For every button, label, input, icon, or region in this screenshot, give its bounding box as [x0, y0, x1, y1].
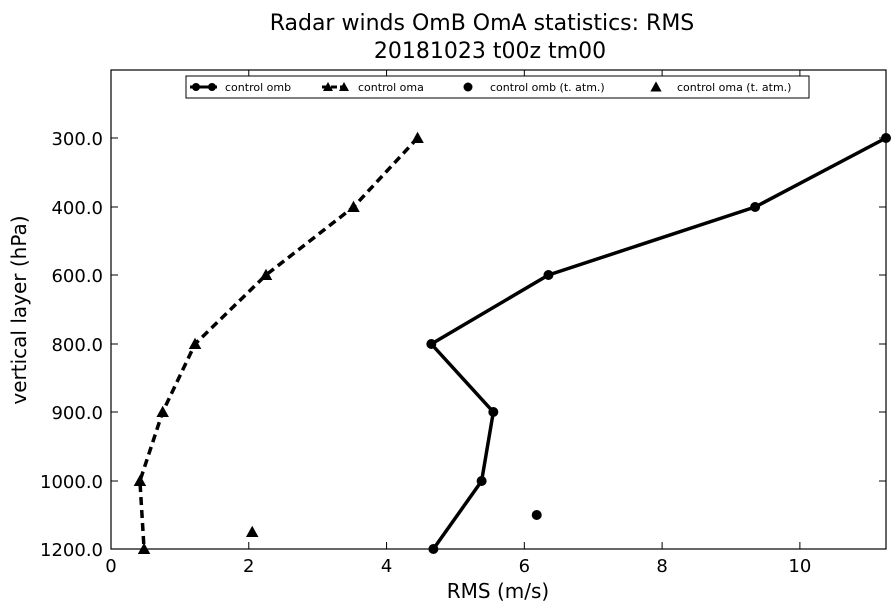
plot-area: 0 2 4 6 8 10 300.0 400.0 600.0 800.0 900.0 1000.0 1… — [40, 69, 891, 577]
y-tick-label: 600.0 — [51, 266, 103, 287]
legend-marker — [192, 83, 200, 91]
data-point-circle — [531, 510, 542, 520]
legend-marker — [650, 81, 662, 92]
x-axis: 0 2 4 6 8 10 — [105, 70, 811, 577]
y-tick-label: 400.0 — [51, 198, 103, 219]
legend-label: control omb (t. atm.) — [490, 81, 605, 94]
data-point-triangle — [411, 131, 424, 143]
data-point-triangle — [347, 200, 360, 212]
y-tick-label: 900.0 — [51, 403, 103, 424]
legend-marker — [463, 82, 473, 92]
plot-frame — [110, 69, 887, 550]
legend-label: control oma — [358, 81, 424, 94]
legend-label: control omb — [225, 81, 291, 94]
series-line — [138, 136, 419, 550]
legend-label: control oma (t. atm.) — [677, 81, 791, 94]
y-tick-label: 1200.0 — [40, 540, 103, 561]
data-point-circle — [488, 407, 499, 417]
legend-entries: control omb control oma control omb (t. at… — [190, 81, 791, 94]
series-line — [429, 136, 887, 551]
y-tick-label: 1000.0 — [40, 472, 103, 493]
legend-marker — [339, 82, 349, 91]
x-tick-label: 4 — [381, 556, 392, 577]
data-point-triangle — [156, 405, 169, 417]
chart-title: Radar winds OmB OmA statistics: RMS — [270, 11, 695, 36]
y-axis-label: vertical layer (hPa) — [7, 215, 31, 404]
legend-marker — [208, 83, 216, 91]
x-tick-label: 8 — [656, 556, 667, 577]
x-tick-label: 6 — [519, 556, 530, 577]
y-axis: 300.0 400.0 600.0 800.0 900.0 1000.0 1200.0 — [40, 129, 886, 561]
y-tick-label: 800.0 — [51, 335, 103, 356]
data-point-circle — [476, 476, 487, 486]
x-axis-label: RMS (m/s) — [447, 579, 549, 603]
x-tick-label: 2 — [243, 556, 254, 577]
data-point-triangle — [188, 337, 202, 349]
data-point-circle — [750, 202, 761, 212]
legend-marker — [323, 82, 333, 91]
legend-frame — [185, 75, 810, 99]
x-tick-label: 10 — [788, 556, 811, 577]
data-point-circle — [543, 270, 554, 280]
data-point-triangle — [137, 542, 151, 554]
series-layer — [133, 131, 891, 554]
data-point-triangle — [133, 474, 147, 486]
chart-subtitle: 20181023 t00z tm00 — [374, 39, 606, 64]
data-point-triangle — [245, 525, 259, 537]
legend: control omb control oma control omb (t. at… — [185, 75, 810, 99]
data-point-triangle — [259, 268, 273, 280]
data-point-circle — [426, 339, 437, 349]
y-tick-label: 300.0 — [51, 129, 103, 150]
x-tick-label: 0 — [105, 556, 116, 577]
series-group — [133, 131, 891, 554]
